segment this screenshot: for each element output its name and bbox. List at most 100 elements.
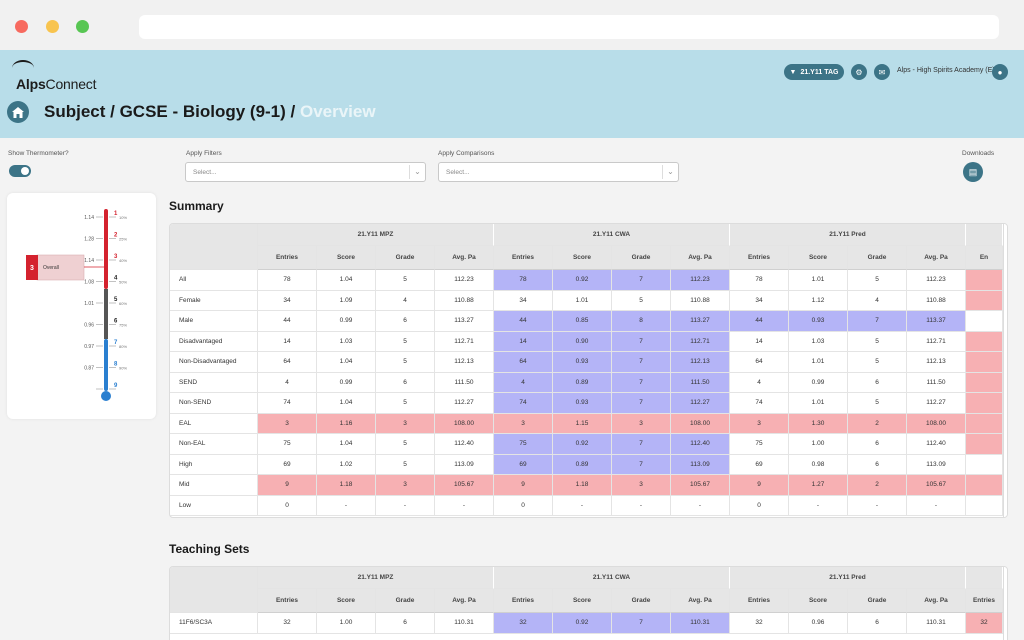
- table-cell: 5: [376, 270, 435, 291]
- row-label: 11F6/SC3A: [170, 613, 258, 634]
- logo-text-bold: Alps: [16, 76, 46, 92]
- account-name[interactable]: Alps - High Spirits Academy (E): [897, 67, 995, 74]
- row-label: Non-EAL: [170, 434, 258, 455]
- downloads-button[interactable]: ▤: [963, 162, 983, 182]
- table-cell: 5: [848, 393, 907, 414]
- table-cell: 8: [612, 311, 671, 332]
- table-cell: 32: [730, 613, 789, 634]
- table-cell: 112.23: [671, 270, 730, 291]
- scale-value: 1.28: [84, 237, 94, 243]
- thermometer: 1.14110%1.28225%1.14340%1.08450%1.01560%…: [26, 209, 127, 401]
- table-cell: 112.40: [907, 434, 966, 455]
- column-header[interactable]: Entries: [494, 589, 553, 613]
- column-header[interactable]: Entries: [730, 246, 789, 270]
- table-cell: 7: [612, 352, 671, 373]
- column-header[interactable]: Score: [553, 246, 612, 270]
- thermometer-tube-dark: [104, 289, 108, 339]
- column-header[interactable]: Avg. Pa: [435, 589, 494, 613]
- table-cell: 113.27: [435, 311, 494, 332]
- table-cell: -: [848, 495, 907, 516]
- table-cell: 112.71: [435, 331, 494, 352]
- group-header: 21.Y11 CWA: [494, 224, 730, 246]
- column-header[interactable]: Avg. Pa: [671, 589, 730, 613]
- breadcrumb-current: Overview: [299, 102, 376, 121]
- filters-select[interactable]: Select... ⌄: [185, 162, 426, 182]
- column-header[interactable]: Grade: [848, 589, 907, 613]
- breadcrumb-path[interactable]: Subject / GCSE - Biology (9-1) /: [44, 102, 296, 121]
- scale-value: 1.08: [84, 280, 94, 286]
- user-icon: ●: [997, 67, 1003, 77]
- column-header[interactable]: En: [966, 246, 1003, 270]
- window-maximize-button[interactable]: [76, 20, 89, 33]
- settings-button[interactable]: ⚙: [851, 64, 867, 80]
- table-cell: 6: [848, 434, 907, 455]
- scale-percent: 25%: [119, 237, 127, 242]
- table-cell: [966, 454, 1003, 475]
- home-button[interactable]: [7, 101, 29, 123]
- column-header[interactable]: Grade: [376, 246, 435, 270]
- column-header[interactable]: Grade: [848, 246, 907, 270]
- column-header[interactable]: Entries: [966, 589, 1003, 613]
- window-minimize-button[interactable]: [46, 20, 59, 33]
- tag-selector-button[interactable]: ▼ 21.Y11 TAG: [784, 64, 844, 80]
- columns-toggle-tab[interactable]: ▤ Columns: [1003, 567, 1007, 640]
- column-header[interactable]: Entries: [730, 589, 789, 613]
- table-cell: 1.01: [789, 270, 848, 291]
- table-cell: 0.93: [553, 352, 612, 373]
- thermometer-toggle[interactable]: [9, 165, 31, 177]
- table-cell: 32: [258, 613, 317, 634]
- table-cell: 113.27: [671, 311, 730, 332]
- column-header[interactable]: Grade: [376, 589, 435, 613]
- column-header[interactable]: Score: [317, 589, 376, 613]
- table-cell: 0.99: [317, 372, 376, 393]
- column-header[interactable]: Entries: [258, 589, 317, 613]
- window-close-button[interactable]: [15, 20, 28, 33]
- scale-grade: 1: [114, 211, 118, 217]
- column-header[interactable]: Avg. Pa: [435, 246, 494, 270]
- column-header[interactable]: Avg. Pa: [907, 589, 966, 613]
- scale-percent: 10%: [119, 215, 127, 220]
- column-header[interactable]: Avg. Pa: [907, 246, 966, 270]
- scale-percent: 50%: [119, 280, 127, 285]
- alps-connect-logo[interactable]: AlpsConnect: [8, 58, 108, 92]
- scale-percent: 90%: [119, 366, 127, 371]
- tag-label: 21.Y11 TAG: [800, 68, 839, 76]
- table-cell: 111.50: [435, 372, 494, 393]
- teaching-sets-title: Teaching Sets: [169, 542, 250, 556]
- group-header: 21.Y11 Pred: [730, 567, 966, 589]
- table-cell: 0.90: [553, 331, 612, 352]
- table-cell: 1.27: [789, 475, 848, 496]
- table-cell: -: [789, 495, 848, 516]
- column-header[interactable]: Avg. Pa: [671, 246, 730, 270]
- column-header[interactable]: Score: [789, 589, 848, 613]
- table-cell: 74: [258, 393, 317, 414]
- user-avatar-button[interactable]: ●: [992, 64, 1008, 80]
- table-cell: 5: [848, 352, 907, 373]
- address-bar[interactable]: [139, 15, 999, 39]
- table-cell: 78: [494, 270, 553, 291]
- table-cell: 0.93: [553, 393, 612, 414]
- table-cell: -: [907, 495, 966, 516]
- table-cell: [966, 372, 1003, 393]
- columns-toggle-tab[interactable]: ▤ Columns: [1003, 224, 1007, 517]
- scale-grade: 9: [114, 383, 118, 389]
- column-header[interactable]: Entries: [494, 246, 553, 270]
- table-cell: 7: [848, 311, 907, 332]
- column-header[interactable]: Score: [553, 589, 612, 613]
- column-header[interactable]: Grade: [612, 246, 671, 270]
- comparisons-select[interactable]: Select... ⌄: [438, 162, 679, 182]
- column-header[interactable]: Grade: [612, 589, 671, 613]
- row-label: High: [170, 454, 258, 475]
- table-cell: 5: [612, 290, 671, 311]
- column-header[interactable]: Score: [789, 246, 848, 270]
- row-label: EAL: [170, 413, 258, 434]
- table-cell: 0: [494, 495, 553, 516]
- filter-icon: ▼: [789, 68, 797, 76]
- table-cell: 75: [258, 434, 317, 455]
- table-cell: -: [317, 495, 376, 516]
- table-cell: 69: [494, 454, 553, 475]
- table-cell: 74: [494, 393, 553, 414]
- column-header[interactable]: Entries: [258, 246, 317, 270]
- messages-button[interactable]: ✉: [874, 64, 890, 80]
- column-header[interactable]: Score: [317, 246, 376, 270]
